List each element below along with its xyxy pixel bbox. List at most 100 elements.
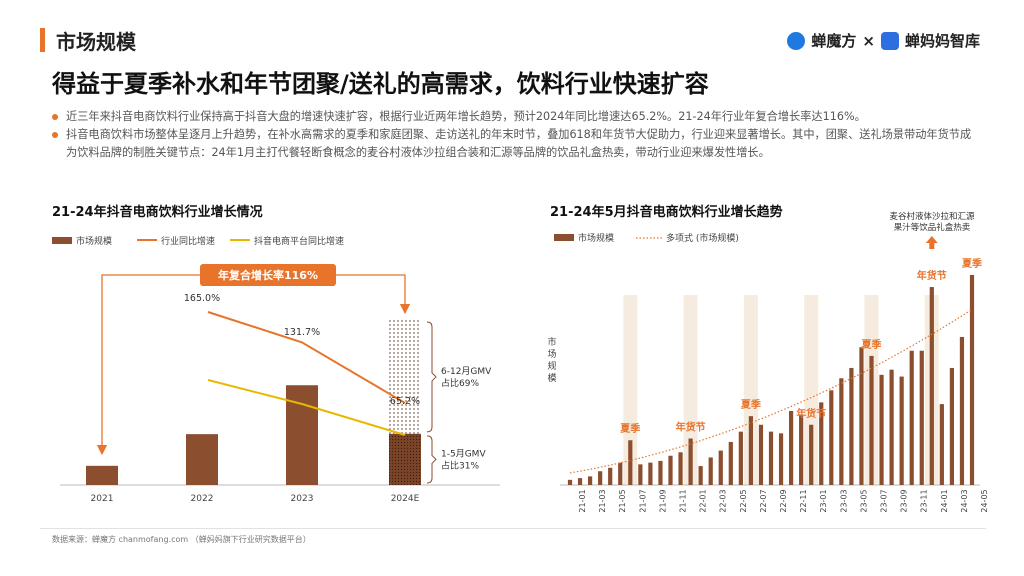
brace-lower bbox=[426, 435, 437, 484]
bar-monthly-gmv bbox=[879, 374, 884, 485]
bar-market-size bbox=[86, 465, 118, 485]
cross-label: × bbox=[862, 31, 875, 50]
label-line: 1-5月GMV bbox=[441, 448, 486, 459]
x-tick-label: 21-09 bbox=[658, 489, 667, 512]
season-annotation: 夏季 bbox=[861, 338, 883, 351]
legend-label: 市场规模 bbox=[76, 235, 112, 247]
cagr-badge bbox=[200, 264, 336, 286]
chart1-legend: 市场规模 行业同比增速 抖音电商平台同比增速 bbox=[52, 235, 344, 247]
y-axis-label-char: 市 bbox=[547, 336, 556, 348]
x-tick-label: 21-05 bbox=[618, 489, 627, 512]
bar-2024-jan-may bbox=[389, 433, 421, 485]
data-label-2024: 65.2% bbox=[390, 396, 420, 407]
chart2-callout-line1: 麦谷村液体沙拉和汇源 bbox=[889, 211, 975, 222]
bar-monthly-gmv bbox=[708, 457, 713, 485]
chart2-callout-line2: 果汁等饮品礼盒热卖 bbox=[894, 222, 971, 233]
bar-monthly-gmv bbox=[577, 478, 583, 485]
bar-monthly-gmv bbox=[929, 287, 934, 485]
bar-monthly-gmv bbox=[849, 367, 854, 485]
x-tick-label: 24-03 bbox=[960, 489, 969, 512]
x-tick-label: 23-03 bbox=[839, 489, 848, 512]
bullet-list: 近三年来抖音电商饮料行业保持高于抖音大盘的增速快速扩容，根据行业近两年增长趋势，… bbox=[52, 108, 982, 162]
chanmofang-logo-icon bbox=[787, 31, 806, 50]
bar-market-size bbox=[186, 434, 218, 485]
x-tick-label: 22-07 bbox=[759, 489, 768, 512]
bar-monthly-gmv bbox=[869, 355, 874, 485]
brand2-label: 蝉妈妈智库 bbox=[904, 32, 980, 50]
bar-monthly-gmv bbox=[658, 460, 663, 485]
bar-monthly-gmv bbox=[608, 467, 613, 485]
chart1-title: 21-24年抖音电商饮料行业增长情况 bbox=[52, 204, 263, 220]
season-annotation: 年货节 bbox=[676, 421, 706, 434]
bar-monthly-gmv bbox=[638, 464, 643, 485]
bar-monthly-gmv bbox=[949, 367, 954, 485]
platform-growth-line bbox=[207, 379, 406, 436]
y-axis-label-char: 规 bbox=[547, 361, 556, 372]
legend-label: 多项式 (市场规模) bbox=[666, 232, 739, 244]
season-highlight bbox=[623, 295, 638, 485]
cagr-bracket-right bbox=[336, 274, 406, 281]
callout-arrow-icon bbox=[925, 236, 938, 249]
x-tick-label: 21-11 bbox=[679, 489, 688, 512]
bullet-item: 抖音电商饮料市场整体呈逐月上升趋势，在补水高需求的夏季和家庭团聚、走访送礼的年末… bbox=[52, 126, 982, 162]
label-jan-may-share: 1-5月GMV 占比31% bbox=[441, 448, 486, 471]
bar-monthly-gmv bbox=[789, 410, 794, 485]
section-accent-bar bbox=[40, 28, 45, 52]
bar-monthly-gmv bbox=[969, 275, 975, 485]
data-label-2023: 131.7% bbox=[284, 327, 320, 338]
x-tick-label: 22-11 bbox=[799, 489, 808, 512]
bar-monthly-gmv bbox=[678, 452, 683, 485]
bullet-item: 近三年来抖音电商饮料行业保持高于抖音大盘的增速快速扩容，根据行业近两年增长趋势，… bbox=[52, 108, 982, 126]
cagr-label: 年复合增长率116% bbox=[218, 268, 318, 282]
x-tick-label: 24-05 bbox=[980, 489, 989, 512]
x-tick-label: 23-05 bbox=[859, 489, 868, 512]
bar-monthly-gmv bbox=[567, 479, 573, 485]
legend-swatch-bar bbox=[52, 237, 72, 244]
x-tick-label: 22-01 bbox=[699, 489, 708, 512]
bar-monthly-gmv bbox=[668, 455, 673, 485]
season-highlight bbox=[804, 295, 819, 485]
section-title: 市场规模 bbox=[56, 30, 136, 54]
chart2-legend: 市场规模 多项式 (市场规模) bbox=[554, 232, 739, 244]
x-tick-label: 21-07 bbox=[638, 489, 647, 512]
bar-monthly-gmv bbox=[768, 431, 774, 485]
page-title: 得益于夏季补水和年节团聚/送礼的高需求，饮料行业快速扩容 bbox=[52, 70, 709, 98]
chanmama-logo-icon bbox=[880, 31, 899, 50]
monthly-trend-chart: 21-24年5月抖音电商饮料行业增长趋势 市场规模 多项式 (市场规模) 麦谷村… bbox=[547, 204, 989, 513]
bar-monthly-gmv bbox=[588, 476, 593, 485]
x-tick-label: 23-01 bbox=[819, 489, 828, 512]
bar-monthly-gmv bbox=[728, 441, 733, 485]
label-line: 6-12月GMV bbox=[441, 366, 492, 377]
x-tick-label: 2024E bbox=[391, 494, 420, 504]
y-axis-label-char: 模 bbox=[547, 373, 556, 384]
brand1-label: 蝉魔方 bbox=[811, 32, 857, 50]
legend-label: 行业同比增速 bbox=[161, 235, 215, 247]
season-annotation: 年货节 bbox=[917, 269, 947, 282]
bar-monthly-gmv bbox=[698, 466, 703, 485]
legend-label: 抖音电商平台同比增速 bbox=[254, 235, 344, 247]
bar-monthly-gmv bbox=[738, 431, 743, 485]
bar-monthly-gmv bbox=[829, 390, 834, 485]
annual-growth-chart: 21-24年抖音电商饮料行业增长情况 市场规模 行业同比增速 抖音电商平台同比增… bbox=[52, 204, 500, 504]
bar-2024-jun-dec-forecast bbox=[389, 320, 421, 434]
brand-logos: 蝉魔方 × 蝉妈妈智库 bbox=[787, 30, 980, 51]
bar-monthly-gmv bbox=[939, 404, 944, 485]
bar-monthly-gmv bbox=[618, 462, 623, 485]
x-tick-label: 21-01 bbox=[578, 489, 587, 512]
data-source: 数据来源：蝉魔方 chanmofang.com （蝉妈妈旗下行业研究数据平台） bbox=[52, 535, 311, 544]
legend-swatch-bar bbox=[554, 234, 574, 241]
legend-label: 市场规模 bbox=[578, 232, 614, 244]
season-annotation: 夏季 bbox=[740, 398, 762, 411]
bar-monthly-gmv bbox=[758, 424, 764, 485]
bar-monthly-gmv bbox=[648, 462, 653, 485]
season-annotation: 夏季 bbox=[961, 257, 983, 270]
industry-growth-line bbox=[207, 311, 406, 404]
bar-monthly-gmv bbox=[889, 369, 894, 485]
x-tick-label: 23-11 bbox=[920, 489, 929, 512]
bar-monthly-gmv bbox=[819, 402, 824, 485]
bar-monthly-gmv bbox=[809, 424, 814, 485]
chart2-title: 21-24年5月抖音电商饮料行业增长趋势 bbox=[550, 204, 783, 220]
label-jun-dec-share: 6-12月GMV 占比69% bbox=[441, 366, 492, 389]
x-tick-label: 2022 bbox=[191, 494, 214, 504]
x-tick-label: 22-09 bbox=[779, 489, 788, 512]
